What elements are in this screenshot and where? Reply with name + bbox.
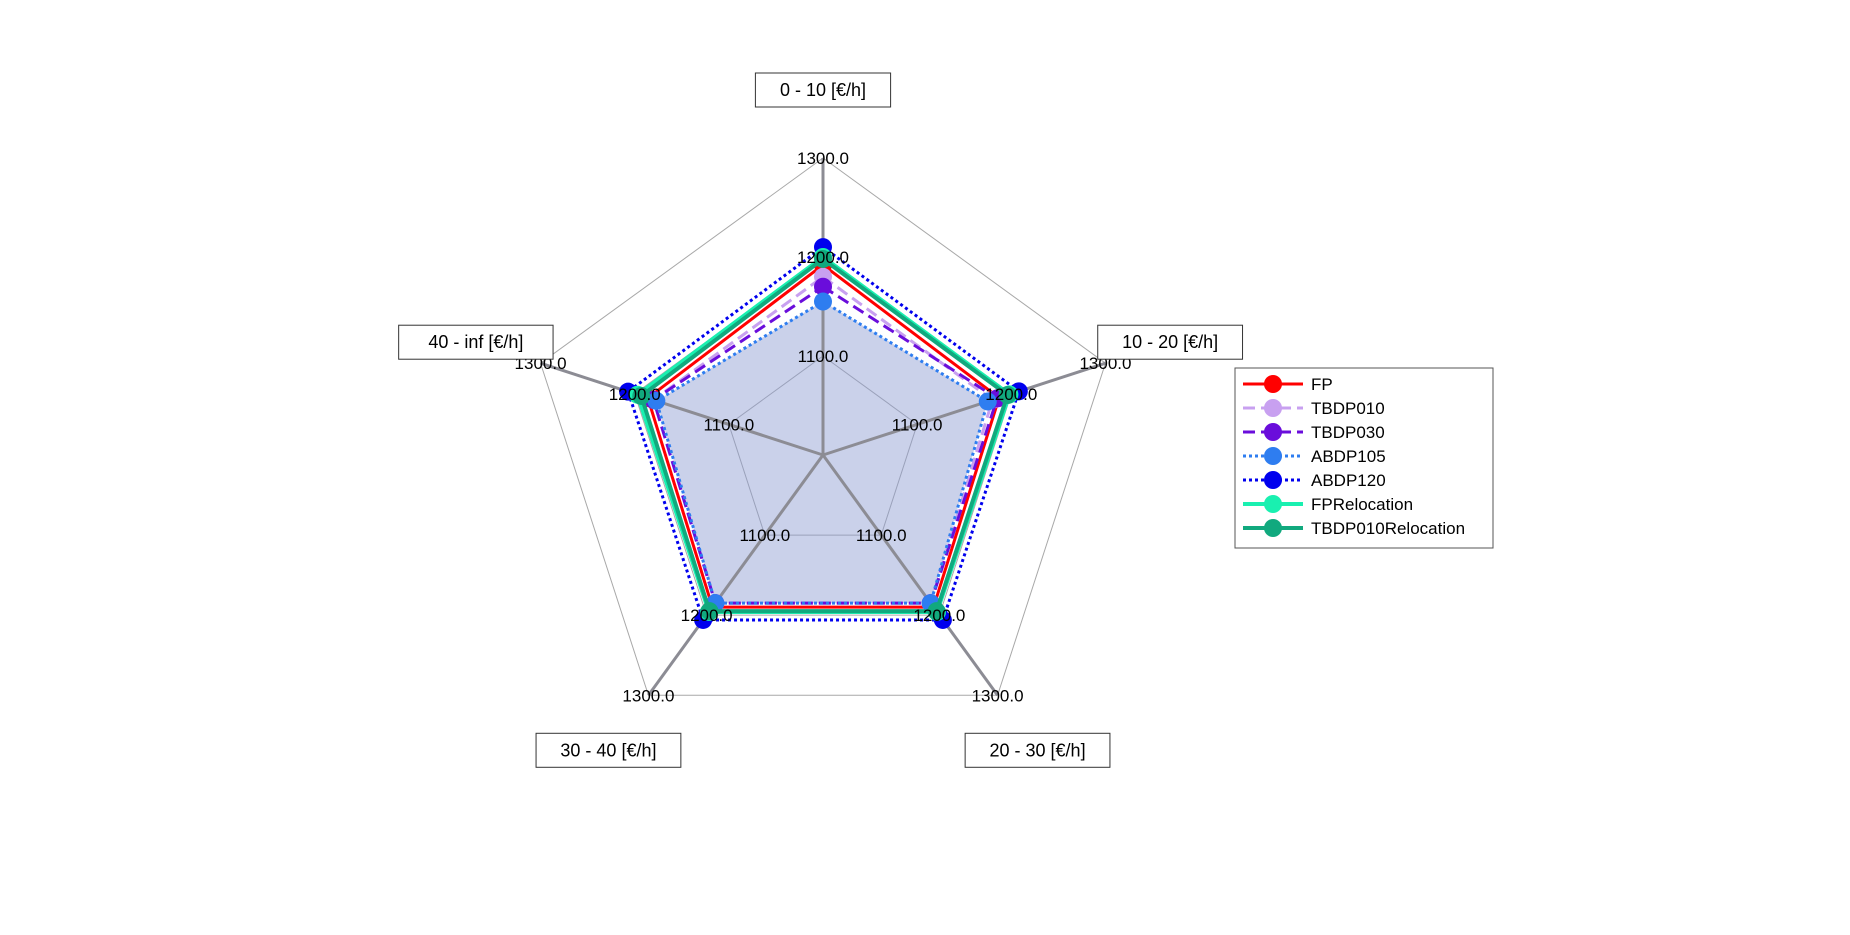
legend-swatch-marker: [1264, 519, 1282, 537]
spoke-4: [540, 361, 824, 457]
axis-label-3: 30 - 40 [€/h]: [535, 732, 682, 768]
legend-swatch-marker: [1264, 375, 1282, 393]
legend-item-tbdp010: TBDP010: [1243, 399, 1385, 418]
ring-label: 1300.0: [972, 686, 1024, 705]
axis-label-2: 20 - 30 [€/h]: [964, 732, 1111, 768]
ring-label: 1300.0: [797, 149, 849, 168]
legend-label: TBDP010: [1311, 399, 1385, 418]
series-tbdp010relocation: [632, 249, 1017, 621]
axis-label-0: 0 - 10 [€/h]: [754, 72, 892, 108]
legend-item-tbdp010relocation: TBDP010Relocation: [1243, 519, 1465, 538]
legend-swatch-marker: [1264, 471, 1282, 489]
series-line-tbdp010relocation: [638, 256, 1010, 614]
series-line-abdp105: [654, 299, 990, 605]
axis-label-text: 40 - inf [€/h]: [428, 332, 523, 352]
axis-label-box: [535, 732, 682, 768]
legend-label: TBDP010Relocation: [1311, 519, 1465, 538]
legend: FP TBDP010 TBDP030 ABDP105 ABDP120 FPRelocati…: [1234, 367, 1494, 549]
ring-label: 1100.0: [856, 526, 907, 545]
series-line-fp: [646, 263, 1001, 609]
spoke-1: [822, 361, 1106, 457]
point-tbdp030-0: [814, 277, 832, 296]
axis-label-text: 30 - 40 [€/h]: [560, 740, 656, 760]
point-tbdp010relocation-2: [927, 602, 946, 621]
point-tbdp010relocation-3: [700, 602, 719, 621]
grid-ring-3: [539, 157, 1107, 696]
point-tbdp010relocation-4: [632, 386, 651, 405]
grid-ring-1: [728, 355, 918, 536]
spoke-3: [647, 454, 825, 697]
legend-label: ABDP120: [1311, 471, 1386, 490]
legend-label: ABDP105: [1311, 447, 1386, 466]
series-line-tbdp030: [651, 284, 999, 605]
point-tbdp010relocation-1: [998, 386, 1017, 405]
legend-swatch-marker: [1264, 447, 1282, 465]
legend-swatch-marker: [1264, 399, 1282, 417]
legend-label: FP: [1311, 375, 1333, 394]
axis-label-box: [754, 72, 892, 108]
ring-label: 1200.0: [681, 606, 733, 625]
axis-label-box: [964, 732, 1111, 768]
axis-label-text: 0 - 10 [€/h]: [780, 80, 866, 100]
series-line-abdp120: [626, 245, 1021, 622]
series-abdp105: [647, 292, 997, 613]
legend-label: FPRelocation: [1311, 495, 1413, 514]
legend-swatch-marker: [1264, 423, 1282, 441]
axis-label-text: 10 - 20 [€/h]: [1122, 332, 1218, 352]
legend-item-fprelocation: FPRelocation: [1243, 495, 1413, 514]
legend-item-tbdp030: TBDP030: [1243, 423, 1385, 442]
radar-series: [619, 238, 1028, 629]
axis-label-box: [398, 324, 554, 360]
axis-label-text: 20 - 30 [€/h]: [990, 740, 1086, 760]
ring-label: 1100.0: [798, 347, 849, 366]
radar-labels: 1100.0 1200.0 1300.0 1100.0 1200.0 1300.0 1100…: [398, 72, 1244, 768]
ring-label: 1200.0: [797, 248, 849, 267]
ring-label: 1300.0: [622, 686, 674, 705]
ring-label: 1100.0: [739, 526, 790, 545]
axis-label-4: 40 - inf [€/h]: [398, 324, 554, 360]
point-abdp105-1: [978, 392, 997, 411]
legend-swatch-marker: [1264, 495, 1282, 513]
ring-label: 1200.0: [985, 385, 1037, 404]
axis-label-1: 10 - 20 [€/h]: [1097, 324, 1244, 360]
ring-label: 1100.0: [892, 415, 943, 434]
point-abdp105-4: [647, 391, 666, 410]
legend-item-abdp120: ABDP120: [1243, 471, 1386, 490]
ring-label: 1100.0: [703, 415, 754, 434]
spoke-2: [821, 454, 999, 697]
ring-label: 1200.0: [913, 606, 965, 625]
ring-label: 1200.0: [609, 385, 661, 404]
legend-label: TBDP030: [1311, 423, 1385, 442]
point-abdp105-0: [814, 292, 832, 311]
point-tbdp010relocation-0: [814, 249, 832, 268]
legend-item-abdp105: ABDP105: [1243, 447, 1386, 466]
legend-item-fp: FP: [1243, 375, 1333, 394]
axis-label-box: [1097, 324, 1244, 360]
